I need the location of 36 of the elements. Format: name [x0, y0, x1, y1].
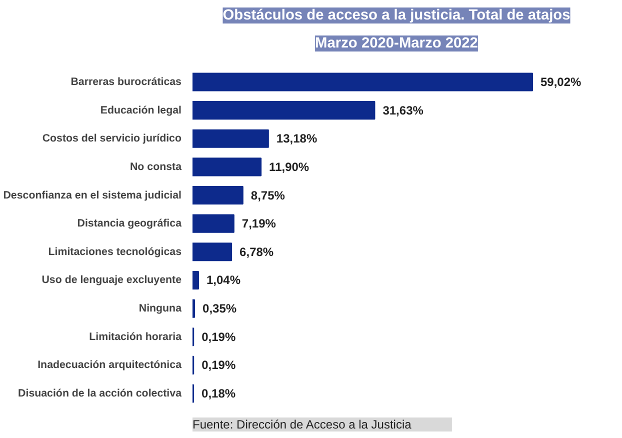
y-tick-label: Desconfianza en el sistema judicial — [3, 189, 182, 202]
bar — [192, 72, 533, 92]
data-label: 13,18% — [276, 132, 318, 146]
y-tick-label: Inadecuación arquitectónica — [38, 359, 182, 372]
bar — [192, 270, 199, 290]
bar — [192, 158, 262, 176]
y-tick-label: Ninguna — [138, 302, 182, 315]
bar — [192, 242, 232, 262]
y-tick-label: Uso de lenguaje excluyente — [42, 274, 182, 286]
data-label: 0,18% — [202, 386, 236, 401]
bar — [192, 129, 269, 148]
y-tick-label: Limitación horaria — [89, 330, 182, 343]
bar — [192, 186, 244, 205]
data-label: 6,78% — [240, 244, 274, 259]
bar — [192, 299, 196, 318]
y-tick-label: Limitaciones tecnológicas — [48, 246, 182, 258]
bar — [192, 101, 376, 120]
data-label: 59,02% — [540, 74, 582, 89]
chart-subtitle: Marzo 2020-Marzo 2022 — [315, 36, 478, 52]
data-label: 1,04% — [206, 273, 241, 288]
y-tick-label: No consta — [130, 160, 182, 173]
y-tick-label: Barreras burocráticas — [70, 76, 182, 88]
data-label: 0,19% — [202, 330, 236, 344]
data-label: 0,35% — [202, 302, 237, 316]
y-tick-label: Costos del servicio jurídico — [42, 132, 182, 145]
bar — [192, 214, 234, 233]
source-note: Fuente: Dirección de Acceso a la Justicia — [192, 418, 412, 432]
data-label: 7,19% — [242, 216, 276, 231]
data-label: 8,75% — [250, 188, 286, 202]
data-label: 0,19% — [202, 358, 236, 372]
y-tick-label: Distancia geográfica — [77, 218, 182, 230]
data-label: 31,63% — [382, 103, 424, 118]
y-tick-label: Educación legal — [100, 104, 182, 116]
chart-title: Obstáculos de acceso a la justicia. Total de atajos — [222, 8, 570, 24]
data-label: 11,90% — [269, 160, 310, 174]
y-tick-label: Disuación de la acción colectiva — [18, 388, 182, 400]
